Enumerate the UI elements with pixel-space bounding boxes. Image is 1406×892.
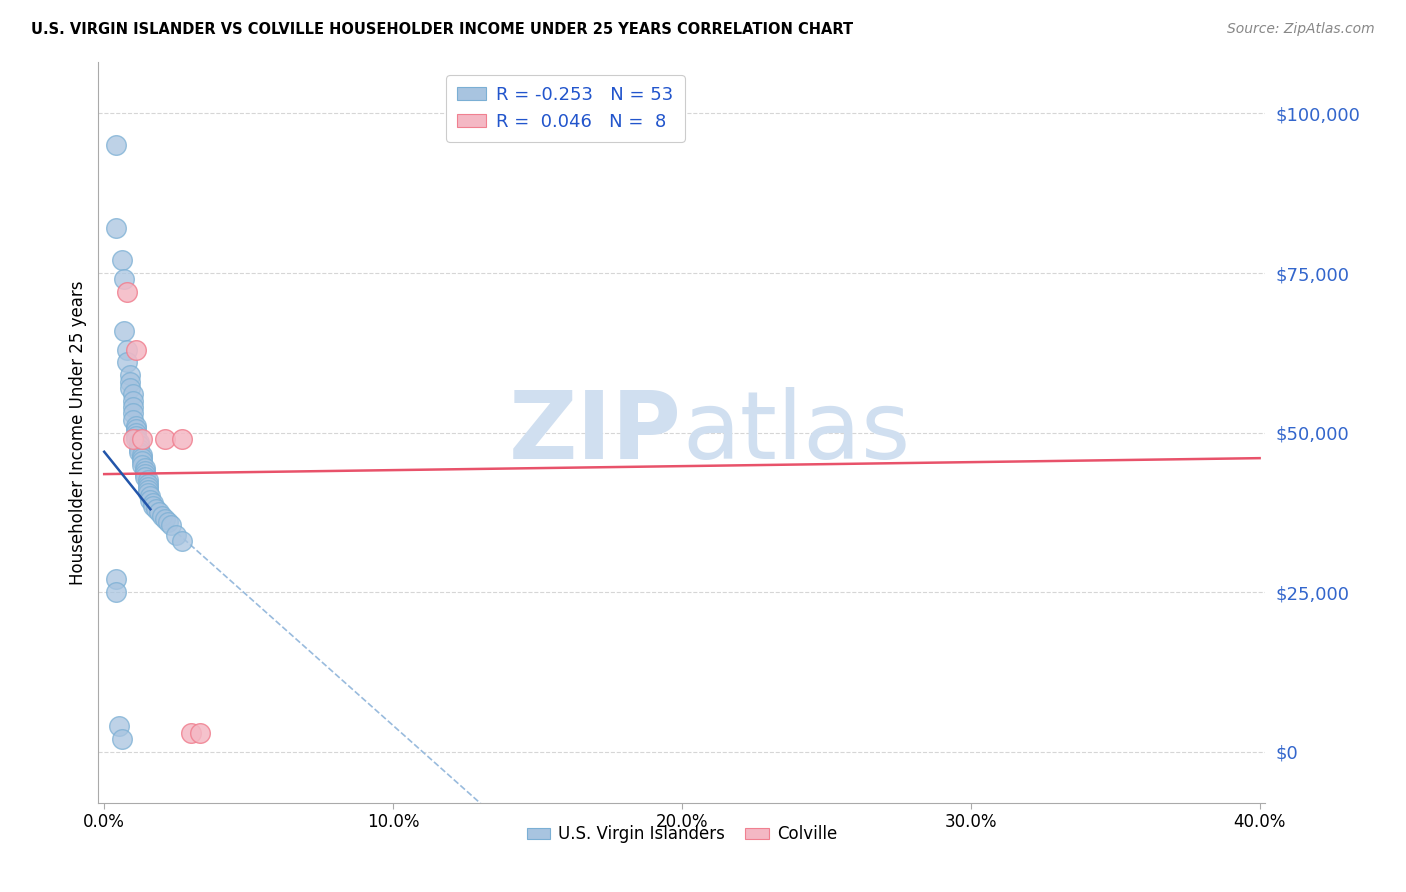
Point	[104, 573, 127, 587]
Point	[172, 432, 194, 446]
Point	[112, 272, 135, 286]
Point	[110, 253, 132, 268]
Point	[120, 381, 142, 395]
Point	[136, 476, 159, 491]
Point	[122, 432, 145, 446]
Text: Source: ZipAtlas.com: Source: ZipAtlas.com	[1227, 22, 1375, 37]
Point	[172, 534, 194, 549]
Point	[125, 343, 148, 357]
Point	[136, 483, 159, 497]
Point	[165, 527, 187, 541]
Point	[128, 438, 150, 452]
Point	[104, 138, 127, 153]
Point	[125, 432, 148, 446]
Point	[180, 725, 202, 739]
Point	[150, 508, 173, 523]
Point	[110, 731, 132, 746]
Point	[120, 375, 142, 389]
Point	[139, 492, 162, 507]
Point	[125, 422, 148, 436]
Point	[122, 387, 145, 401]
Text: U.S. VIRGIN ISLANDER VS COLVILLE HOUSEHOLDER INCOME UNDER 25 YEARS CORRELATION C: U.S. VIRGIN ISLANDER VS COLVILLE HOUSEHO…	[31, 22, 853, 37]
Point	[120, 368, 142, 383]
Point	[153, 512, 176, 526]
Point	[128, 442, 150, 456]
Point	[134, 467, 156, 482]
Point	[136, 480, 159, 494]
Point	[142, 496, 165, 510]
Point	[136, 486, 159, 500]
Point	[107, 719, 129, 733]
Point	[122, 413, 145, 427]
Point	[122, 393, 145, 408]
Point	[153, 432, 176, 446]
Point	[188, 725, 211, 739]
Point	[142, 499, 165, 513]
Point	[131, 458, 153, 472]
Point	[134, 470, 156, 484]
Point	[131, 454, 153, 468]
Point	[104, 585, 127, 599]
Point	[148, 505, 170, 519]
Point	[145, 502, 167, 516]
Point	[131, 448, 153, 462]
Point	[122, 400, 145, 414]
Point	[104, 221, 127, 235]
Point	[159, 518, 181, 533]
Legend: U.S. Virgin Islanders, Colville: U.S. Virgin Islanders, Colville	[520, 819, 844, 850]
Point	[156, 515, 179, 529]
Point	[131, 451, 153, 466]
Point	[136, 474, 159, 488]
Point	[134, 464, 156, 478]
Point	[131, 432, 153, 446]
Point	[139, 490, 162, 504]
Point	[128, 444, 150, 458]
Point	[117, 285, 139, 300]
Text: ZIP: ZIP	[509, 386, 682, 479]
Point	[122, 407, 145, 421]
Point	[125, 429, 148, 443]
Point	[112, 324, 135, 338]
Point	[117, 355, 139, 369]
Point	[134, 460, 156, 475]
Point	[117, 343, 139, 357]
Point	[128, 435, 150, 450]
Text: atlas: atlas	[682, 386, 910, 479]
Point	[125, 425, 148, 440]
Point	[125, 419, 148, 434]
Y-axis label: Householder Income Under 25 years: Householder Income Under 25 years	[69, 280, 87, 585]
